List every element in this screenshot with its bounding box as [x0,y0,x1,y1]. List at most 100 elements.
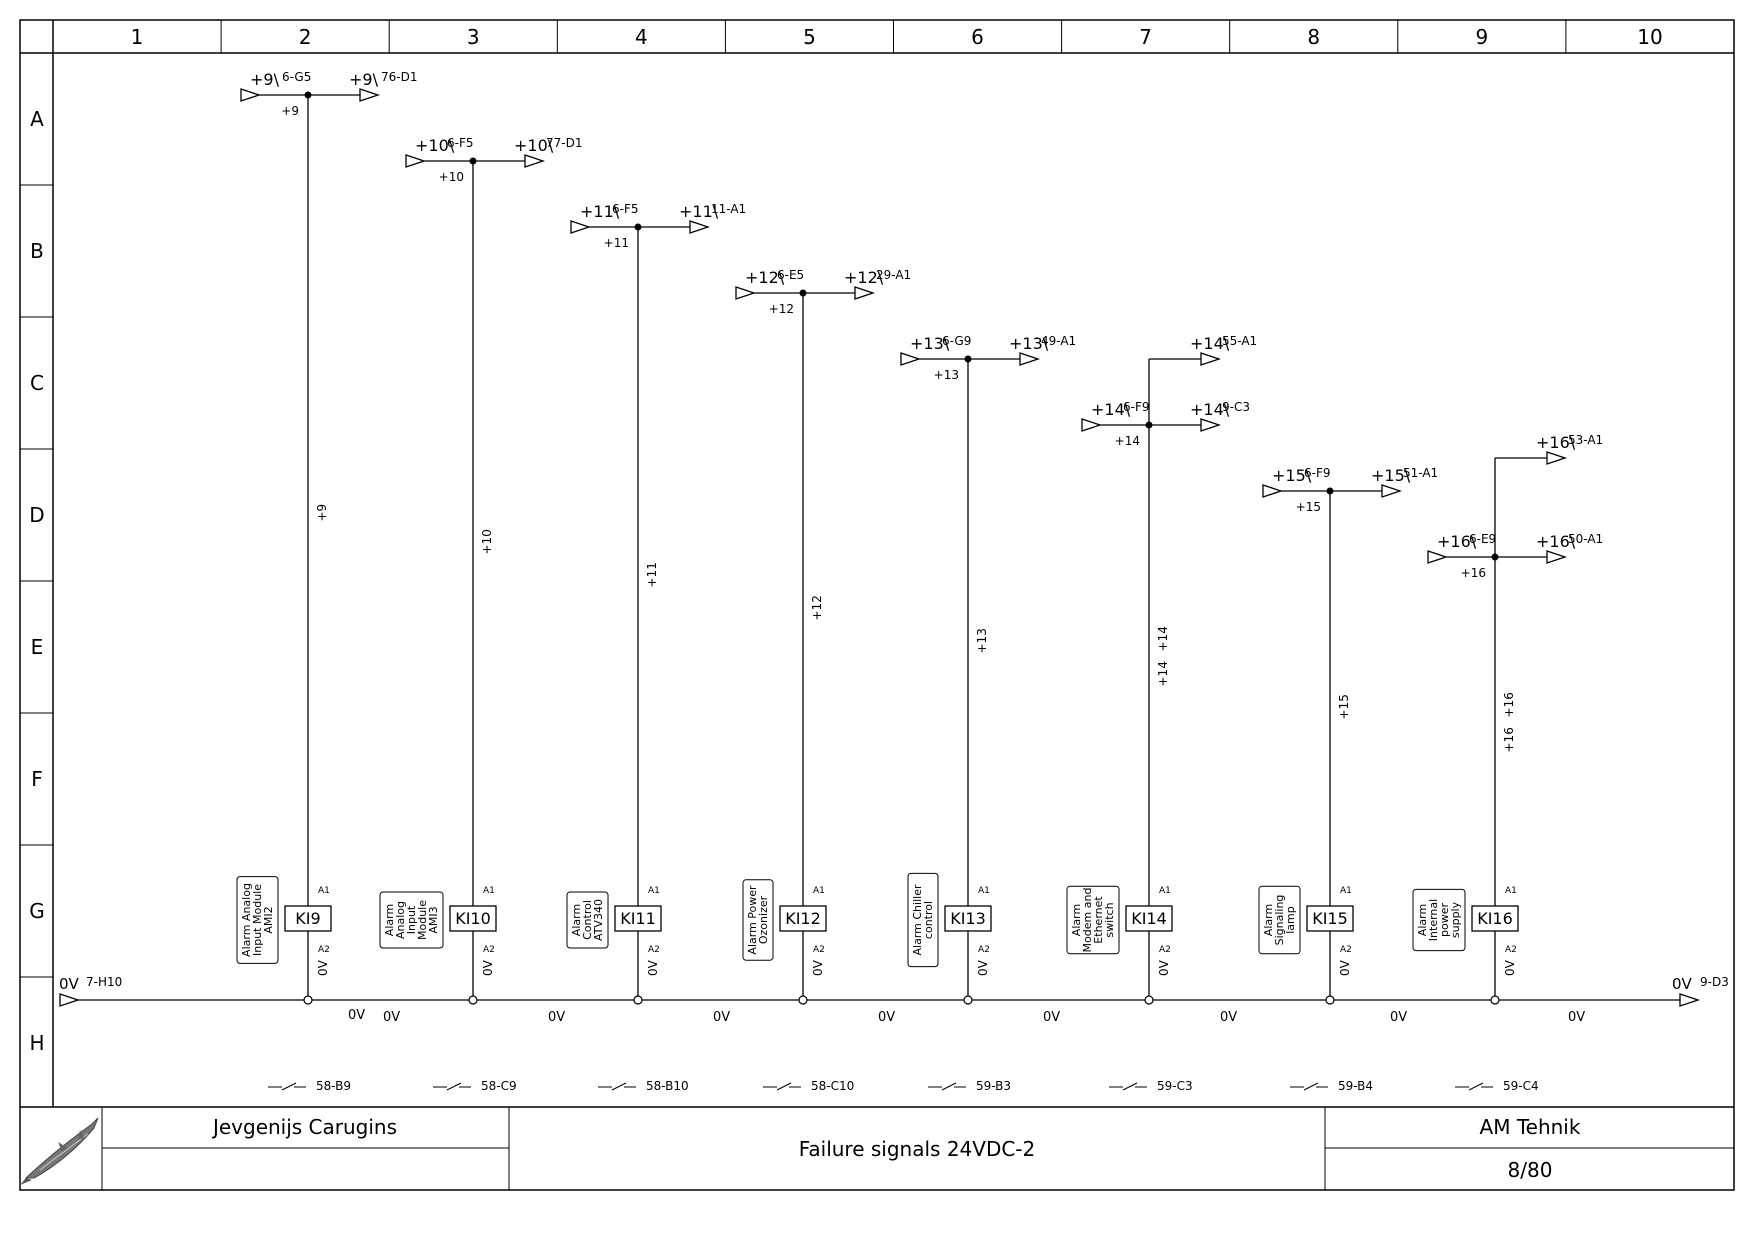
description-text: AMI3 [427,906,440,933]
contact-symbol-line [1122,1082,1138,1091]
contact-ref-label: 58-C10 [811,1079,854,1093]
coil-terminal-a2: A2 [1505,945,1517,955]
rail-segment-label: 0V [1568,1010,1585,1025]
contact-symbol-line [281,1082,297,1091]
description-text: Ozonizer [757,895,770,944]
potential-in-ref: 6-F5 [447,136,474,150]
contact-symbol-line [1303,1082,1319,1091]
potential-out-ref: 9-C3 [1222,400,1250,414]
column-label: 2 [299,25,312,49]
potential-out-label: +16\ [1536,532,1576,551]
sturgeon-fish-logo [20,1117,99,1185]
rail-terminal [303,995,313,1005]
a2-net-label: 0V [811,959,825,976]
description-box [236,876,279,964]
coil-terminal-a1: A1 [978,886,990,896]
relay-coil [1125,905,1173,932]
node-label: +12 [769,302,794,316]
rail-segment-label: 0V [548,1010,565,1025]
description-text: Alarm [1262,904,1275,936]
node-label: +15 [1296,500,1321,514]
column-label: 3 [467,25,480,49]
relay-tag: KI9 [295,909,320,928]
relay-coil [1306,905,1354,932]
potential-output-arrow [1019,352,1041,366]
coil-terminal-a2: A2 [1159,945,1171,955]
potential-output-arrow [689,220,711,234]
description-box [1412,888,1466,952]
potential-input-arrow [240,88,262,102]
rail-terminal [633,995,643,1005]
node-label: +10 [439,170,464,184]
potential-input-arrow [1262,484,1284,498]
relay-tag: KI14 [1131,909,1167,928]
wire-label: +10 [480,529,494,554]
rail-segment-label: 0V [1043,1010,1060,1025]
relay-coil [779,905,827,932]
coil-terminal-a1: A1 [648,886,660,896]
potential-in-ref: 6-F9 [1123,400,1150,414]
relay-tag: KI15 [1312,909,1348,928]
rail-terminal [468,995,478,1005]
contact-symbol-line [1468,1082,1484,1091]
rail-segment-label: 0V [1390,1010,1407,1025]
potential-in-ref: 6-F9 [1304,466,1331,480]
potential-output-arrow [1381,484,1403,498]
description-text: Signaling [1273,895,1286,946]
potential-input-arrow [1081,418,1103,432]
contact-symbol-line [941,1082,957,1091]
a2-net-label: 0V [481,959,495,976]
potential-in-ref: 6-F5 [612,202,639,216]
description-text: Alarm Analog [240,883,253,957]
potential-in-ref: 6-E5 [777,268,804,282]
potential-in-label: +11\ [580,202,620,221]
relay-tag: KI13 [950,909,986,928]
description-text: control [922,901,935,939]
potential-in-label: +10\ [415,136,455,155]
node-label: +9 [281,104,299,118]
author-name: Jevgenijs Carugins [211,1115,397,1139]
potential-output-arrow [524,154,546,168]
potential-input-arrow [1427,550,1449,564]
row-label: F [31,767,43,791]
relay-tag: KI12 [785,909,821,928]
contact-ref-label: 58-B9 [316,1079,351,1093]
potential-in-label: +16\ [1437,532,1477,551]
column-label: 9 [1475,25,1488,49]
wire-label: +16 [1502,692,1516,717]
rail-terminal [798,995,808,1005]
coil-terminal-a1: A1 [318,886,330,896]
contact-ref-label: 58-B10 [646,1079,689,1093]
relay-tag: KI10 [455,909,491,928]
rail-right-label: 0V [1672,975,1693,993]
description-box [907,872,939,968]
potential-out-ref: 51-A1 [1403,466,1438,480]
row-label: A [30,107,44,131]
potential-out-label: +14\ [1190,334,1230,353]
wire-label: +15 [1337,694,1351,719]
contact-reference: 59-B3 [928,1079,1011,1093]
potential-out-ref: 50-A1 [1568,532,1603,546]
potential-in-label: +9\ [250,70,280,89]
description-text: Analog [394,901,407,939]
description-text: power [1438,903,1451,937]
description-text: Alarm [1070,904,1083,936]
row-label: E [31,635,44,659]
rail-input-arrow [59,993,81,1007]
relay-circuit-ki10: +10\6-F5 +10\77-D1+10+10KI10A1A20VAlarmAn… [379,136,582,1093]
description-text: switch [1103,902,1116,937]
potential-in-ref: 6-G5 [282,70,311,84]
potential-input-arrow [900,352,922,366]
rail-segment-label: 0V [1220,1010,1237,1025]
description-text: supply [1449,901,1462,938]
relay-circuit-ki14: +14\6-F9 +14\9-C3+14+14+14KI14A1A20VAlarm… [1066,400,1250,1093]
potential-out-label: +10\ [514,136,554,155]
a2-net-label: 0V [1338,959,1352,976]
potential-output-arrow [359,88,381,102]
description-text: ATV340 [592,899,605,941]
contact-ref-label: 58-C9 [481,1079,517,1093]
row-label: C [30,371,44,395]
description-box [742,879,774,961]
